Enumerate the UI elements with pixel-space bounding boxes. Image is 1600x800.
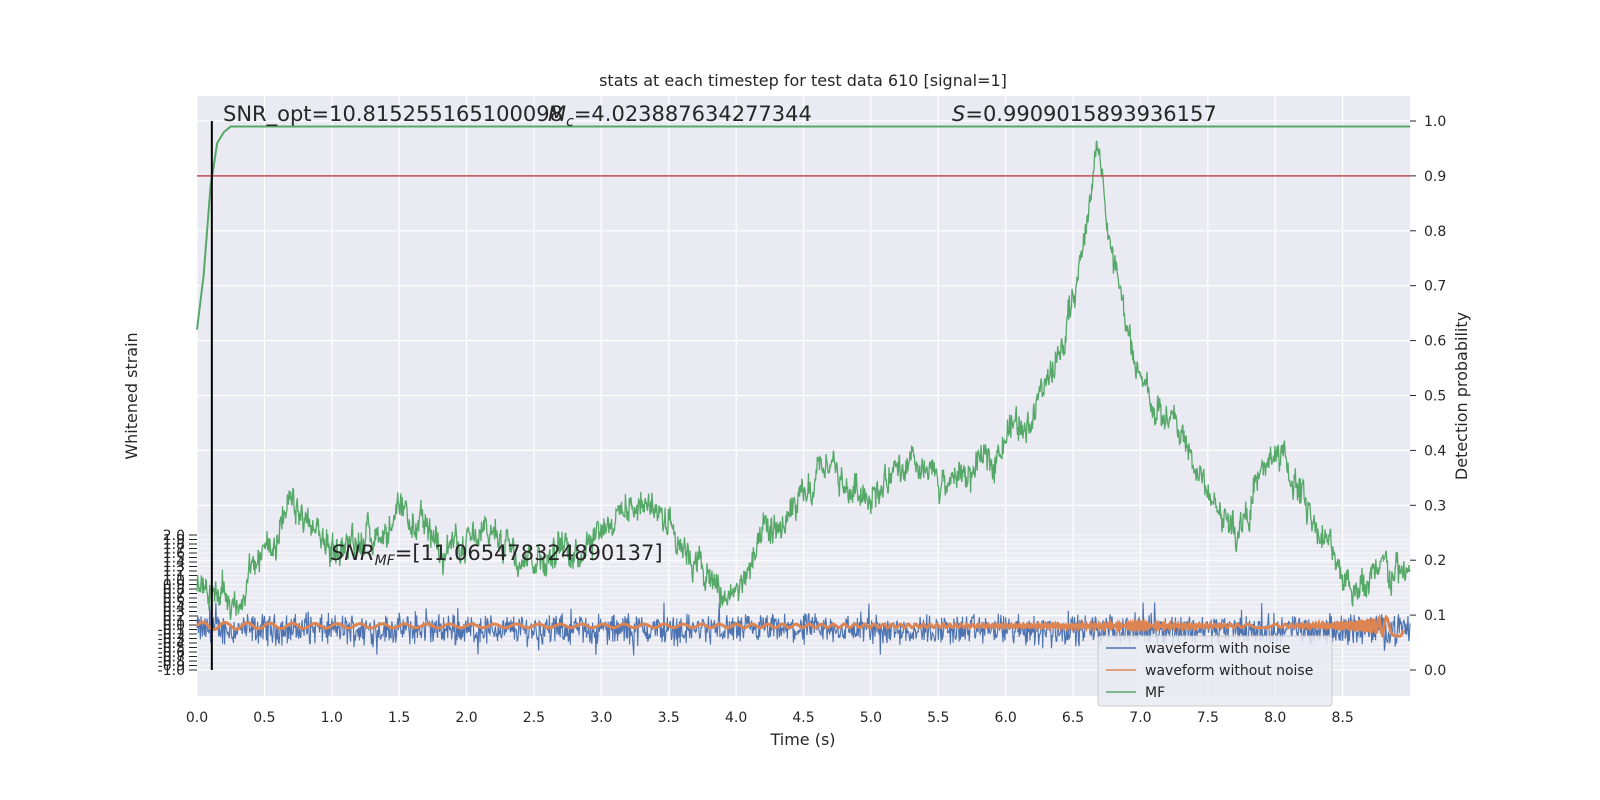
left-tick-label: 0.1 [163, 614, 185, 630]
left-tick-label: 0.0 [163, 618, 185, 634]
x-axis-ticks: 0.0 0.5 1.0 1.5 2.0 2.5 3.0 3.5 4.0 4.5 5.0 5.5 6.0 6… [186, 710, 1354, 726]
left-tick-label: 1.6 [163, 546, 185, 562]
left-tick-label: 2.0 [163, 528, 185, 544]
x-tick-label: 0.0 [186, 710, 208, 726]
left-tick-label: -0.5 [158, 641, 185, 657]
snr-opt-annotation: SNR_opt=10.815255165100098 [223, 102, 563, 127]
right-tick-label: 0.5 [1424, 389, 1446, 405]
left-tick-label: 1.1 [163, 569, 185, 585]
left-tick-label: 1.8 [163, 537, 185, 553]
chirp-mass-symbol: M [548, 102, 566, 126]
legend: waveform with noise waveform without noi… [1097, 635, 1333, 707]
left-tick-label: 1.3 [163, 560, 185, 576]
x-tick-label: 7.5 [1197, 710, 1219, 726]
x-tick-label: 2.0 [455, 710, 477, 726]
left-tick-label: 1.4 [163, 555, 185, 571]
left-tick-label: 1.9 [163, 533, 185, 549]
left-tick-label: 0.4 [163, 600, 185, 616]
chart-title: stats at each timestep for test data 610… [599, 71, 1007, 90]
s-value: =0.9909015893936157 [965, 102, 1216, 126]
snr-mf-symbol: SNR [331, 541, 375, 565]
left-tick-label: -0.6 [158, 645, 185, 661]
left-tick-label: 1.5 [163, 551, 185, 567]
snr-mf-annotation: SNRMF=[11.065478324890137] [331, 541, 663, 569]
right-tick-label: 0.3 [1424, 498, 1446, 514]
right-tick-label: 0.6 [1424, 334, 1446, 350]
chirp-mass-subscript: c [566, 114, 574, 130]
x-tick-label: 1.5 [388, 710, 410, 726]
left-tick-label: 0.2 [163, 609, 185, 625]
left-tick-label: 0.6 [163, 591, 185, 607]
legend-label-clean: waveform without noise [1145, 663, 1313, 679]
left-tick-label: -0.2 [158, 627, 185, 643]
left-axis-ticks: -1.0-0.9-0.8-0.7-0.6-0.5-0.4-0.3-0.2-0.1… [158, 528, 197, 679]
detection-probability-series [196, 125, 1410, 330]
x-tick-label: 4.5 [792, 710, 814, 726]
x-tick-label: 5.5 [927, 710, 949, 726]
snr-mf-value: =[11.065478324890137] [395, 541, 663, 565]
x-tick-label: 6.0 [995, 710, 1017, 726]
mf-series [196, 140, 1411, 621]
left-tick-label: -0.1 [158, 623, 185, 639]
right-tick-label: 0.1 [1424, 608, 1446, 624]
waveform-without-noise-line [195, 613, 1405, 639]
right-tick-label: 0.4 [1424, 443, 1446, 459]
x-tick-label: 2.5 [523, 710, 545, 726]
x-tick-label: 7.0 [1129, 710, 1151, 726]
left-tick-label: -0.3 [158, 632, 185, 648]
x-tick-label: 1.0 [321, 710, 343, 726]
left-tick-label: -0.4 [158, 636, 185, 652]
legend-label-noise: waveform with noise [1145, 641, 1290, 657]
x-tick-label: 3.0 [590, 710, 612, 726]
left-tick-label: 0.7 [163, 587, 185, 603]
left-tick-label: 0.5 [163, 596, 185, 612]
right-tick-label: 0.7 [1424, 279, 1446, 295]
s-annotation: S=0.9909015893936157 [952, 102, 1217, 126]
detection-probability-line [196, 125, 1410, 330]
left-tick-label: -0.7 [158, 650, 185, 666]
left-tick-label: 1.0 [163, 573, 185, 589]
waveform-without-noise-series [195, 613, 1405, 639]
left-tick-label: 0.8 [163, 582, 185, 598]
left-tick-label: 1.7 [163, 542, 185, 558]
chirp-mass-annotation: Mc=4.023887634277344 [548, 102, 812, 130]
x-tick-label: 6.5 [1062, 710, 1084, 726]
right-tick-label: 0.0 [1424, 663, 1446, 679]
left-tick-label: 0.3 [163, 605, 185, 621]
snr-mf-subscript: MF [375, 553, 396, 569]
mf-line [196, 140, 1411, 621]
right-tick-label: 0.9 [1424, 169, 1446, 185]
left-tick-label: -0.9 [158, 659, 185, 675]
s-symbol: S [952, 102, 965, 126]
left-tick-label: -1.0 [158, 663, 185, 679]
left-tick-label: 0.9 [163, 578, 185, 594]
right-tick-label: 1.0 [1424, 114, 1446, 130]
x-tick-label: 4.0 [725, 710, 747, 726]
right-tick-label: 0.8 [1424, 224, 1446, 240]
left-tick-label: 1.2 [163, 564, 185, 580]
left-axis-label: Whitened strain [122, 332, 141, 459]
chirp-mass-value: =4.023887634277344 [574, 102, 812, 126]
right-axis-ticks: 0.0 0.1 0.2 0.3 0.4 0.5 0.6 0.7 0.8 0.9 1.0 [1410, 114, 1446, 679]
right-tick-label: 0.2 [1424, 553, 1446, 569]
left-tick-label: -0.8 [158, 654, 185, 670]
x-tick-label: 8.0 [1264, 710, 1286, 726]
x-tick-label: 0.5 [253, 710, 275, 726]
legend-label-mf: MF [1145, 685, 1165, 701]
x-tick-label: 5.0 [860, 710, 882, 726]
x-tick-label: 3.5 [658, 710, 680, 726]
right-axis-label: Detection probability [1452, 312, 1471, 480]
x-tick-label: 8.5 [1331, 710, 1353, 726]
x-axis-label: Time (s) [769, 730, 835, 749]
